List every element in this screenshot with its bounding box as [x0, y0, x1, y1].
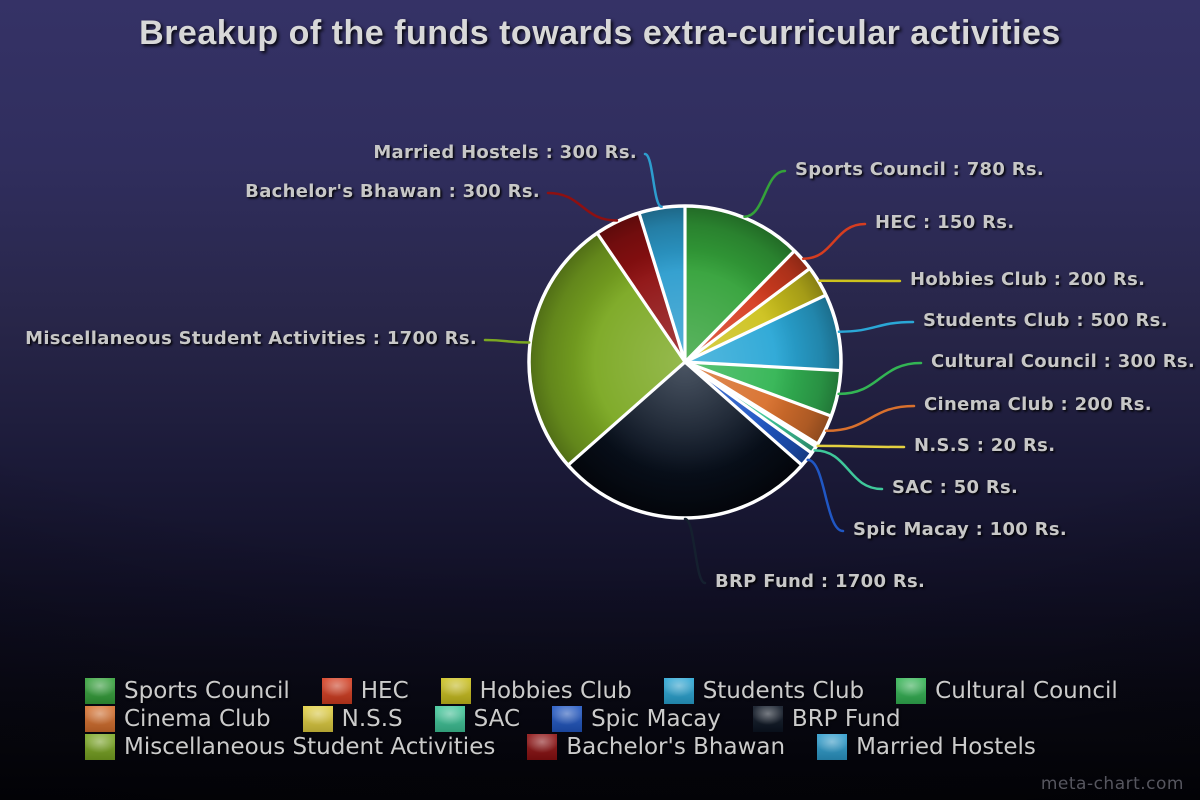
callout-married-hostels: Married Hostels : 300 Rs.: [373, 142, 637, 163]
legend-swatch: [85, 734, 115, 760]
slice-separator: [595, 232, 687, 363]
leader-line-bachelor-s-bhawan: [546, 191, 619, 222]
legend-swatch: [302, 706, 333, 732]
legend-item-n-s-s: N.S.S: [302, 705, 403, 733]
legend-label: Hobbies Club: [479, 678, 632, 704]
callout-cinema-club: Cinema Club : 200 Rs.: [924, 394, 1152, 415]
legend-item-miscellaneous-student-activities: Miscellaneous Student Activities: [85, 733, 495, 761]
slice-separator: [684, 360, 841, 373]
leader-line-sac: [813, 449, 884, 491]
slice-separator: [684, 360, 813, 455]
legend-label: Married Hostels: [856, 734, 1036, 760]
legend-item-married-hostels: Married Hostels: [817, 733, 1036, 761]
legend: Sports Council HEC Hobbies Club Students Cl…: [85, 677, 1118, 761]
legend-label: Bachelor's Bhawan: [566, 734, 786, 760]
leader-line-miscellaneous-student-activities: [483, 338, 531, 344]
leader-line-spic-macay: [806, 458, 845, 533]
callout-n-s-s: N.S.S : 20 Rs.: [914, 435, 1056, 456]
leader-line-hec: [801, 222, 867, 260]
legend-label: Cinema Club: [124, 706, 271, 732]
slice-separator: [566, 360, 687, 467]
legend-swatch: [434, 706, 465, 732]
callout-cultural-council: Cultural Council : 300 Rs.: [931, 351, 1196, 372]
legend-item-brp-fund: BRP Fund: [752, 705, 901, 733]
slice-separator: [683, 360, 804, 467]
legend-label: SAC: [473, 706, 521, 732]
legend-item-hec: HEC: [321, 677, 409, 705]
legend-swatch: [896, 678, 927, 704]
legend-item-sports-council: Sports Council: [85, 677, 290, 705]
leader-line-married-hostels: [643, 152, 663, 209]
legend-label: Cultural Council: [935, 678, 1118, 704]
callout-students-club: Students Club : 500 Rs.: [923, 310, 1168, 331]
legend-item-students-club: Students Club: [663, 677, 865, 705]
legend-label: Miscellaneous Student Activities: [124, 734, 496, 760]
legend-row: Sports Council HEC Hobbies Club Students Cl…: [85, 677, 1118, 705]
callout-brp-fund: BRP Fund : 1700 Rs.: [715, 571, 926, 592]
leader-line-n-s-s: [816, 444, 906, 449]
slice-separator: [684, 360, 832, 418]
callout-miscellaneous-student-activities: Miscellaneous Student Activities : 1700 …: [25, 328, 477, 349]
watermark: meta-chart.com: [1040, 774, 1184, 794]
legend-swatch: [440, 678, 471, 704]
legend-row: Miscellaneous Student Activities Bachelor…: [85, 733, 1118, 761]
leader-line-cultural-council: [837, 361, 923, 396]
legend-swatch: [527, 734, 558, 760]
legend-item-spic-macay: Spic Macay: [552, 705, 721, 733]
legend-swatch: [817, 734, 848, 760]
callout-spic-macay: Spic Macay : 100 Rs.: [853, 519, 1067, 540]
legend-item-hobbies-club: Hobbies Club: [440, 677, 632, 705]
slice-separator: [683, 249, 796, 364]
legend-item-bachelor-s-bhawan: Bachelor's Bhawan: [527, 733, 785, 761]
legend-item-cinema-club: Cinema Club: [85, 705, 271, 733]
legend-label: HEC: [360, 678, 409, 704]
leader-line-brp-fund: [683, 517, 707, 585]
legend-swatch: [85, 706, 115, 732]
slice-separator: [684, 267, 811, 364]
legend-item-cultural-council: Cultural Council: [896, 677, 1118, 705]
legend-swatch: [321, 678, 352, 704]
legend-swatch: [85, 678, 115, 704]
legend-row: Cinema Club N.S.S SAC Spic Macay BRP Fund: [85, 705, 1118, 733]
legend-label: N.S.S: [341, 706, 403, 732]
callout-hobbies-club: Hobbies Club : 200 Rs.: [910, 269, 1146, 290]
legend-label: Sports Council: [124, 678, 290, 704]
legend-label: Spic Macay: [591, 706, 721, 732]
chart-title: Breakup of the funds towards extra-curri…: [139, 14, 1061, 52]
callout-sac: SAC : 50 Rs.: [892, 477, 1019, 498]
leader-line-sports-council: [743, 169, 787, 218]
legend-label: Students Club: [702, 678, 865, 704]
legend-swatch: [552, 706, 583, 732]
slice-separator: [684, 293, 827, 364]
callout-hec: HEC : 150 Rs.: [875, 212, 1015, 233]
legend-label: BRP Fund: [791, 706, 901, 732]
legend-item-sac: SAC: [434, 705, 521, 733]
callout-sports-council: Sports Council : 780 Rs.: [795, 159, 1045, 180]
slice-separator: [637, 212, 687, 363]
leader-line-cinema-club: [824, 404, 916, 433]
legend-swatch: [752, 706, 783, 732]
legend-swatch: [663, 678, 694, 704]
leader-line-students-club: [837, 320, 915, 333]
callout-bachelor-s-bhawan: Bachelor's Bhawan : 300 Rs.: [245, 181, 540, 202]
